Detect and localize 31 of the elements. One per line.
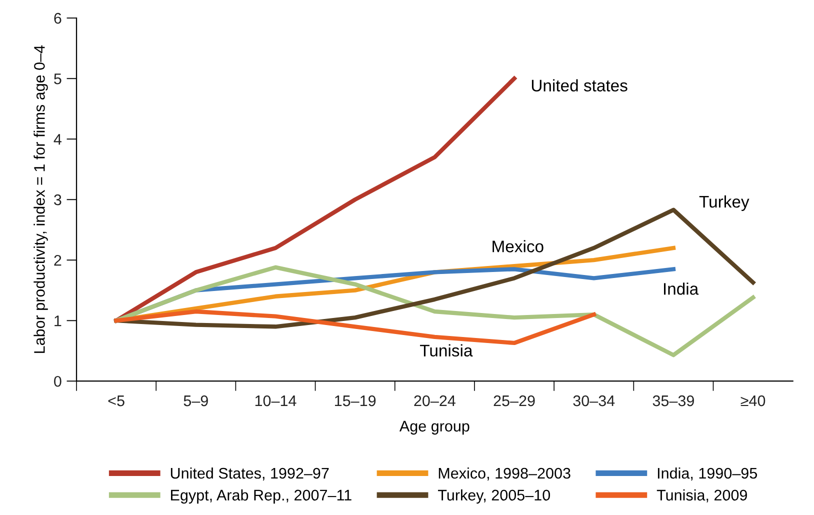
annotation: Turkey: [699, 195, 750, 211]
x-tick-label: <5: [108, 396, 124, 406]
y-tick-label: 5: [54, 74, 62, 84]
y-tick-label: 6: [54, 12, 62, 24]
y-tick-label: 0: [54, 376, 62, 387]
x-tick-label: ≥40: [740, 395, 766, 406]
y-axis-title: Labor productivity, index = 1 for firms age 0–4: [34, 45, 48, 353]
x-tick-label: 35–39: [652, 395, 694, 406]
legend-label: Egypt, Arab Rep., 2007–11: [171, 489, 352, 504]
x-tick-label: 10–14: [255, 395, 296, 406]
annotation: Mexico: [492, 240, 544, 252]
x-tick-label: 20–24: [414, 395, 456, 406]
y-tick-label: 1: [54, 316, 62, 326]
x-tick-label: 15–19: [335, 395, 376, 406]
x-axis-title: Age group: [399, 420, 470, 435]
annotation: Tunisia: [420, 344, 473, 357]
annotation: United states: [532, 79, 628, 92]
x-tick-label: 5–9: [184, 395, 208, 406]
x-tick-label: 30–34: [573, 395, 615, 406]
y-tick-label: 3: [54, 194, 62, 206]
y-tick-label: 4: [54, 134, 62, 145]
x-tick-label: 25–29: [494, 395, 535, 406]
line-series: [114, 265, 756, 358]
legend-label: United States, 1992–97: [170, 467, 329, 480]
line-series: [114, 309, 596, 346]
legend-label: Mexico, 1998–2003: [438, 467, 570, 480]
annotation: India: [664, 282, 699, 295]
legend-label: Turkey, 2005–10: [438, 489, 550, 504]
legend-label: Tunisia, 2009: [656, 489, 747, 502]
y-tick-label: 2: [54, 254, 62, 266]
legend-label: India, 1990–95: [658, 467, 758, 480]
